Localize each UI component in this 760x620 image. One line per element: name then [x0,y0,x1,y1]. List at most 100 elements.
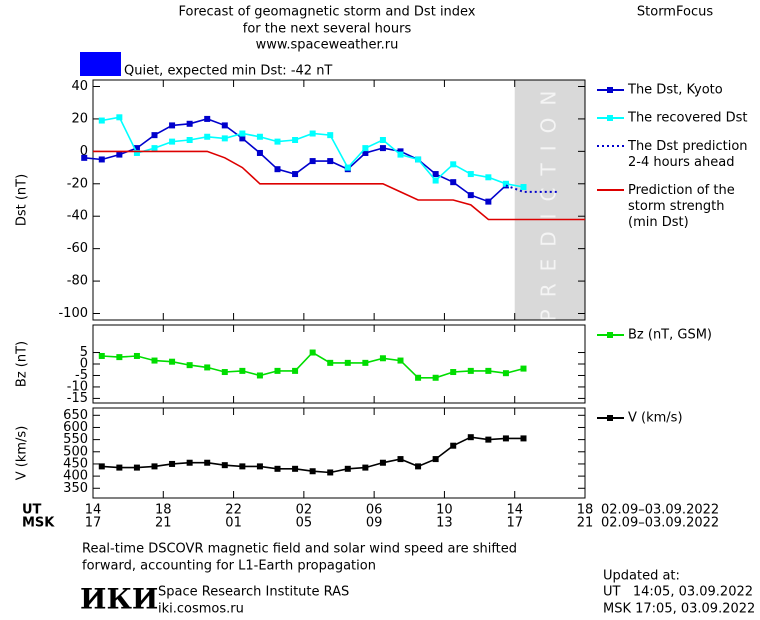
data-point [204,115,211,122]
data-point [467,434,474,441]
data-point [292,171,299,178]
status-swatch [80,52,121,76]
y-tick-label: 5 [80,345,88,360]
x-tick-label-msk: 21 [155,516,172,531]
data-point [133,145,140,152]
data-point [169,138,176,145]
data-point [415,463,422,470]
data-point [151,145,158,152]
data-point [204,459,211,466]
data-point [274,465,281,472]
x-tick-label: 18 [577,503,594,518]
data-point [502,370,509,377]
y-tick-label: 0 [80,144,88,159]
y-tick-label: -100 [58,306,88,321]
legend-label: The Dst, Kyoto [627,83,723,98]
x-tick-label-msk: 17 [85,516,102,531]
legend-marker [607,415,613,421]
site: iki.cosmos.ru [158,602,244,617]
series-line [93,150,585,221]
x-tick-label: 06 [366,503,383,518]
data-point [309,468,316,475]
data-point [397,148,404,155]
y-tick-label: -60 [67,241,88,256]
y-tick-label: -40 [67,209,88,224]
data-point [169,358,176,365]
x-tick-label: 22 [225,503,242,518]
note: Real-time DSCOVR magnetic field and sola… [82,542,517,557]
y-tick-label: 450 [63,456,88,471]
data-point [151,357,158,364]
data-point [432,456,439,463]
data-point [379,145,386,152]
data-point [362,149,369,156]
logo: ИКИ [80,583,158,616]
data-point [116,151,123,158]
data-point [239,130,246,137]
data-point [520,435,527,442]
data-point [274,166,281,173]
data-point [467,367,474,374]
data-point [292,137,299,143]
prediction-band [514,80,585,320]
data-point [204,133,211,140]
legend-label: The recovered Dst [627,111,747,126]
data-point [81,154,88,161]
data-point [256,463,263,470]
data-point [450,161,457,168]
data-point [151,463,158,470]
data-point [256,133,263,140]
data-point [98,352,105,359]
y-axis-label: Dst (nT) [15,174,30,226]
y-tick-label: 350 [63,481,88,496]
x-tick-label: 14 [85,503,102,518]
data-point [467,192,474,199]
data-point [133,352,140,359]
data-point [186,137,193,143]
data-point [256,149,263,156]
y-tick-label: 500 [63,444,88,459]
x-tick-label-msk: 13 [436,516,453,531]
x-date-range: 02.09–03.09.2022 [601,503,719,518]
y-tick-label: 20 [71,111,88,126]
data-point [362,464,369,471]
data-point [186,459,193,466]
data-point [151,132,158,139]
data-point [397,456,404,463]
data-point [221,462,228,469]
panel-frame [92,407,586,499]
data-point [239,135,246,142]
title-line: for the next several hours [243,22,412,37]
y-tick-label: -10 [67,379,88,394]
x-tick-label: 14 [506,503,523,518]
updated-label: Updated at: [603,569,680,584]
data-point [116,354,123,361]
data-point [485,198,492,205]
x-tick-label: 02 [296,503,313,518]
data-point [397,357,404,364]
data-point [344,164,351,171]
data-point [485,436,492,443]
data-point [485,174,492,181]
brand: StormFocus [637,5,713,20]
data-point [274,367,281,374]
data-point [116,114,123,121]
y-tick-label: 550 [63,432,88,447]
legend-label: V (km/s) [628,411,683,426]
legend-marker [607,115,613,121]
updated-msk: MSK 17:05, 03.09.2022 [603,602,755,617]
data-point [221,135,228,142]
data-point [221,122,228,129]
data-point [309,158,316,165]
y-tick-label: 0 [80,357,88,372]
y-axis-label: V (km/s) [15,426,30,481]
legend-label: The Dst prediction 2-4 hours ahead [627,139,748,170]
x-tick-label-msk: 01 [225,516,242,531]
status: Quiet, expected min Dst: -42 nT [124,64,332,79]
x-tick-label: 10 [436,503,453,518]
data-point [98,463,105,470]
data-point [116,464,123,471]
note: forward, accounting for L1-Earth propaga… [82,559,376,574]
series-line [505,184,559,193]
